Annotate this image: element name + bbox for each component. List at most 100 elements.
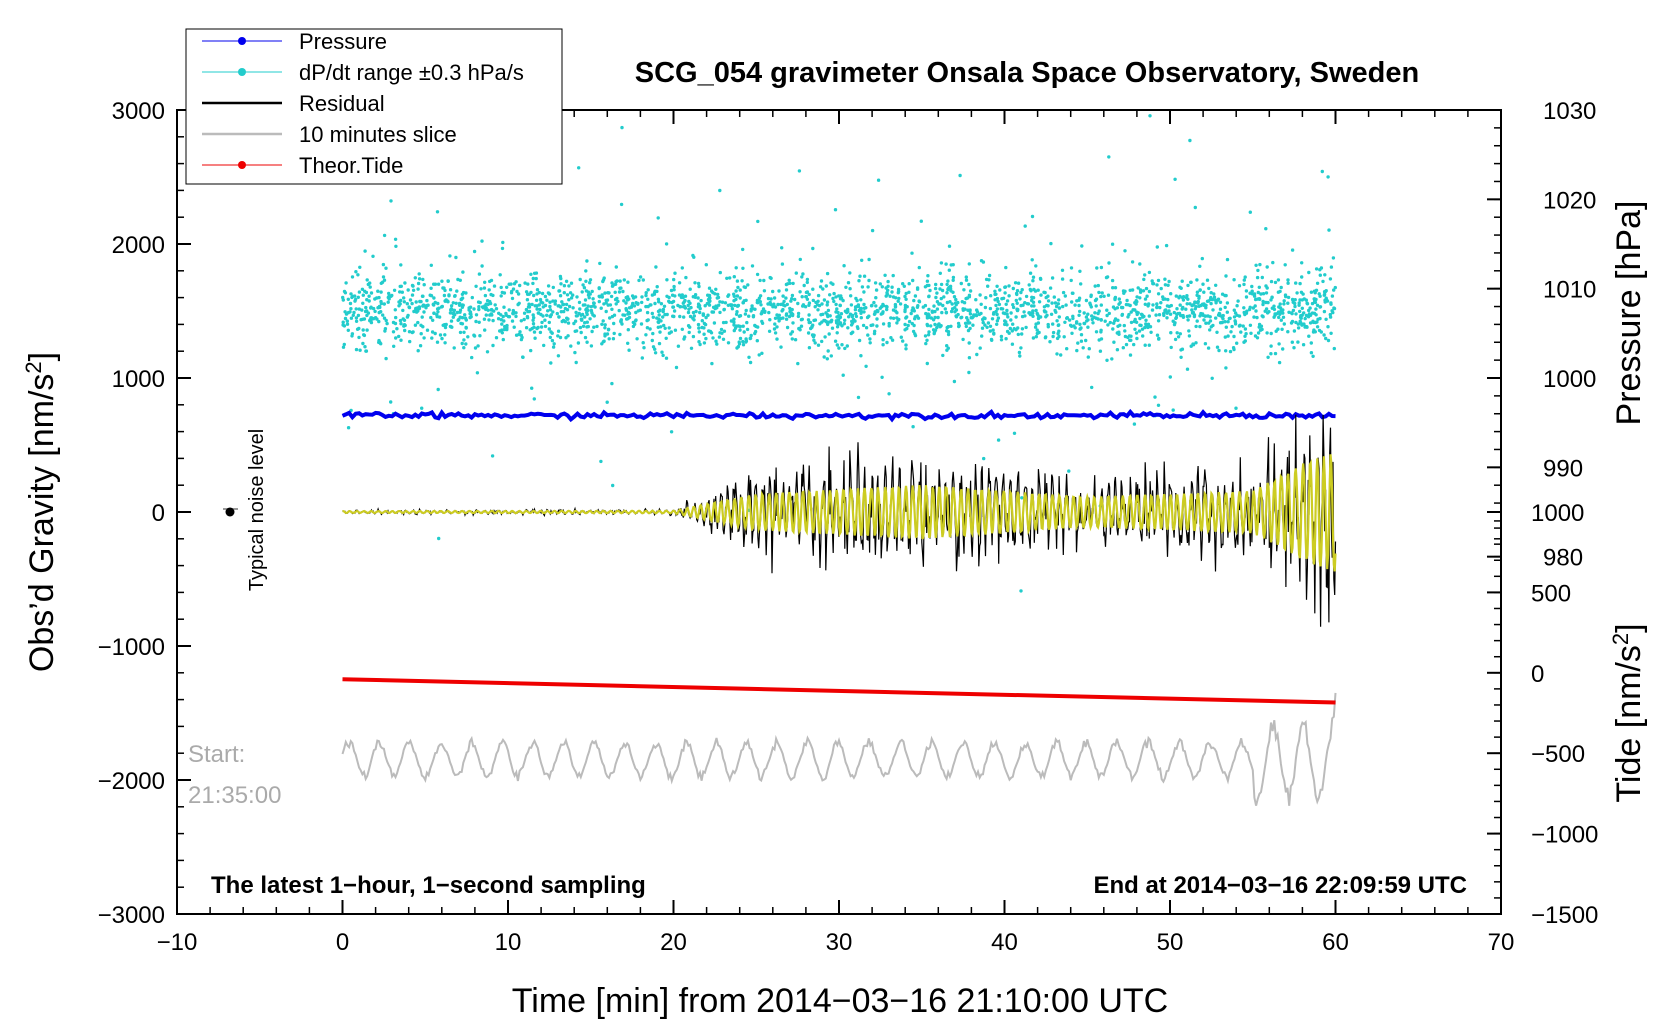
- dpdt-series: [341, 114, 1338, 593]
- dpdt-point: [444, 298, 448, 302]
- dpdt-point: [429, 263, 433, 267]
- dpdt-point: [680, 266, 684, 270]
- dpdt-point: [825, 300, 830, 304]
- dpdt-point: [945, 329, 949, 333]
- dpdt-point: [784, 313, 789, 317]
- dpdt-point: [363, 289, 367, 293]
- dpdt-point: [1082, 321, 1086, 326]
- dpdt-point: [1248, 323, 1253, 327]
- dpdt-point: [780, 262, 785, 266]
- dpdt-point: [1318, 305, 1323, 309]
- dpdt-point: [598, 261, 602, 266]
- dpdt-point: [843, 346, 847, 351]
- dpdt-point: [393, 308, 397, 312]
- dpdt-point: [1088, 301, 1092, 305]
- dpdt-point: [815, 303, 820, 307]
- dpdt-point: [468, 315, 472, 320]
- dpdt-point: [1163, 277, 1167, 281]
- dpdt-point: [1252, 315, 1256, 319]
- dpdt-point: [1020, 332, 1024, 336]
- dpdt-point: [864, 306, 868, 310]
- dpdt-point: [718, 310, 722, 315]
- dpdt-point: [890, 290, 894, 294]
- dpdt-point: [589, 344, 594, 348]
- dpdt-point: [589, 305, 593, 309]
- dpdt-point: [826, 349, 830, 353]
- dpdt-point: [956, 321, 961, 326]
- dpdt-point: [1055, 336, 1060, 341]
- dpdt-point: [480, 239, 484, 243]
- dpdt-point: [807, 346, 812, 350]
- dpdt-point: [411, 330, 415, 334]
- noise-label: Typical noise level: [246, 429, 268, 591]
- dpdt-point: [1106, 323, 1110, 327]
- dpdt-point: [1315, 325, 1320, 329]
- dpdt-point: [870, 228, 875, 233]
- dpdt-point: [1178, 303, 1182, 307]
- dpdt-point: [968, 309, 972, 313]
- dpdt-point: [1329, 265, 1334, 269]
- dpdt-point: [567, 284, 571, 288]
- dpdt-point: [766, 296, 771, 301]
- dpdt-point: [896, 299, 900, 303]
- dpdt-point: [580, 290, 584, 294]
- dpdt-point: [697, 326, 701, 330]
- dpdt-point: [995, 312, 999, 317]
- dpdt-point: [884, 294, 888, 298]
- dpdt-point: [799, 324, 804, 328]
- dpdt-point: [702, 332, 706, 336]
- sampling-note: The latest 1−hour, 1−second sampling: [211, 872, 646, 899]
- dpdt-point: [393, 237, 398, 241]
- dpdt-point: [1322, 309, 1327, 314]
- dpdt-point: [525, 316, 530, 320]
- dpdt-point: [357, 335, 361, 340]
- dpdt-point: [736, 345, 740, 349]
- dpdt-point: [718, 270, 722, 275]
- dpdt-point: [1190, 308, 1194, 312]
- dpdt-point: [1323, 290, 1328, 294]
- dpdt-point: [444, 322, 448, 327]
- x-tick-label: −10: [157, 929, 198, 956]
- dpdt-point: [456, 277, 460, 282]
- dpdt-point: [806, 318, 811, 322]
- dpdt-point: [379, 342, 383, 346]
- dpdt-point: [938, 271, 942, 275]
- dpdt-point: [833, 339, 838, 343]
- dpdt-point: [867, 314, 871, 318]
- dpdt-point: [757, 296, 762, 300]
- dpdt-point: [670, 293, 675, 297]
- dpdt-point: [1302, 311, 1306, 315]
- dpdt-point: [606, 303, 610, 307]
- dpdt-point: [904, 297, 908, 301]
- dpdt-point: [881, 322, 886, 326]
- dpdt-point: [1290, 248, 1295, 252]
- dpdt-point: [346, 328, 350, 332]
- pressure-tick-label: 990: [1543, 455, 1583, 482]
- dpdt-point: [1273, 280, 1278, 285]
- dpdt-point: [887, 324, 891, 328]
- dpdt-point: [804, 295, 808, 299]
- dpdt-point: [342, 342, 346, 347]
- dpdt-point: [925, 361, 929, 366]
- dpdt-point: [371, 317, 376, 321]
- dpdt-point: [941, 303, 945, 308]
- dpdt-point: [721, 337, 726, 341]
- dpdt-point: [952, 379, 957, 384]
- dpdt-point: [759, 303, 763, 307]
- dpdt-point: [497, 311, 501, 315]
- dpdt-point: [812, 338, 816, 342]
- dpdt-point: [850, 313, 855, 317]
- dpdt-point: [569, 281, 574, 285]
- dpdt-point: [1065, 347, 1069, 351]
- dpdt-point: [630, 304, 634, 308]
- noise-marker: [225, 507, 235, 517]
- dpdt-point: [1174, 315, 1179, 320]
- dpdt-point: [1214, 316, 1218, 320]
- dpdt-point: [345, 322, 350, 326]
- dpdt-point: [551, 299, 555, 303]
- dpdt-point: [967, 282, 971, 287]
- dpdt-point: [527, 305, 532, 309]
- dpdt-point: [878, 306, 882, 310]
- dpdt-point: [1110, 278, 1115, 283]
- dpdt-point: [624, 308, 629, 312]
